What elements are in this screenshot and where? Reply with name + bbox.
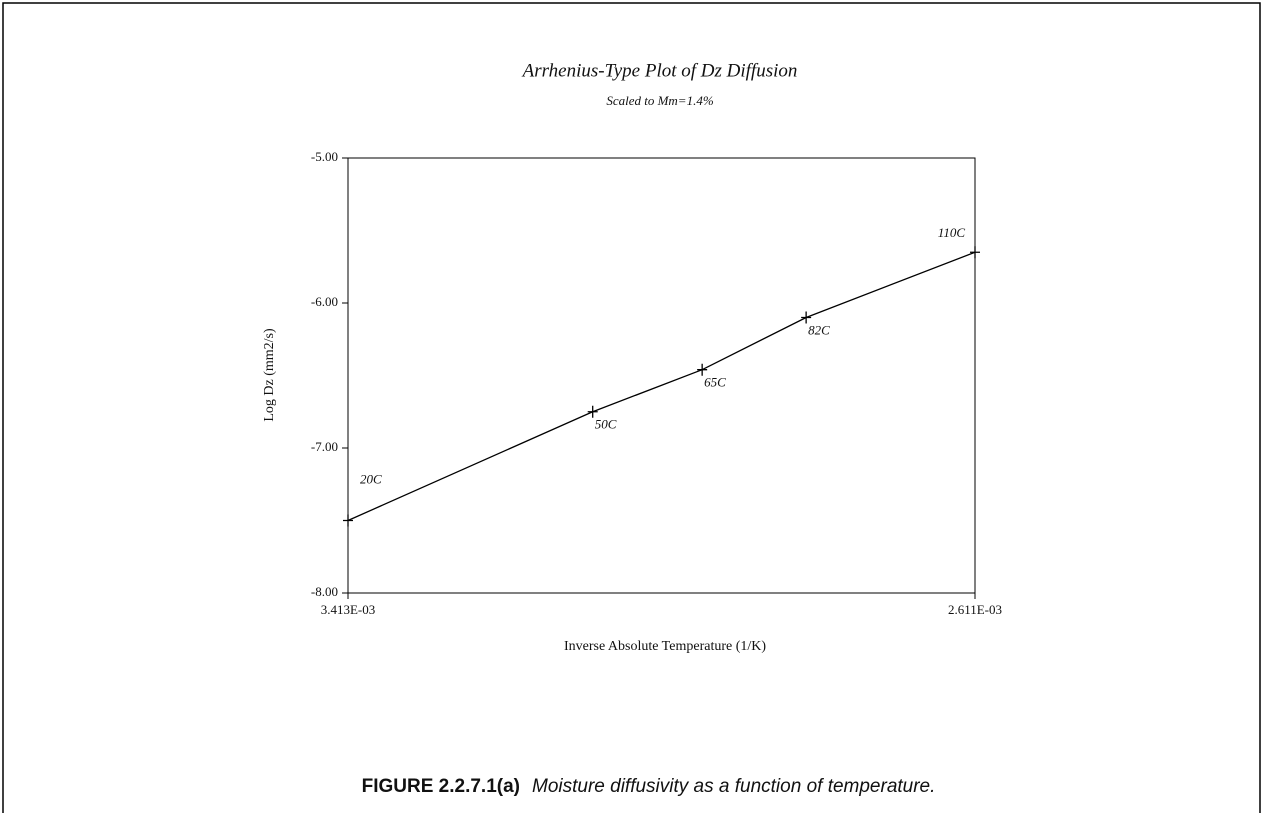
series-line [347, 251, 976, 522]
plot-frame [347, 157, 976, 594]
point-marker [801, 311, 812, 324]
x-tick-label: 3.413E-03 [321, 602, 376, 617]
y-tick-label: -6.00 [311, 294, 338, 309]
point-marker [970, 246, 980, 259]
x-tick-label: 2.611E-03 [948, 602, 1002, 617]
point-label: 110C [938, 225, 966, 240]
y-tick-label: -8.00 [311, 584, 338, 599]
point-marker [697, 363, 708, 376]
chart-subtitle: Scaled to Mm=1.4% [606, 93, 714, 108]
point-marker [587, 405, 598, 418]
point-label: 82C [808, 322, 830, 337]
y-tick-label: -7.00 [311, 439, 338, 454]
caption-text: Moisture diffusivity as a function of te… [532, 776, 935, 797]
y-tick-label: -5.00 [311, 149, 338, 164]
caption-label: FIGURE 2.2.7.1(a) [362, 776, 520, 797]
chart-title: Arrhenius-Type Plot of Dz Diffusion [521, 60, 798, 81]
point-label: 65C [704, 375, 726, 390]
x-axis-label: Inverse Absolute Temperature (1/K) [564, 639, 766, 654]
point-label: 50C [595, 417, 617, 432]
point-marker [343, 514, 353, 527]
point-label: 20C [360, 471, 382, 486]
y-axis-label: Log Dz (mm2/s) [262, 328, 277, 422]
